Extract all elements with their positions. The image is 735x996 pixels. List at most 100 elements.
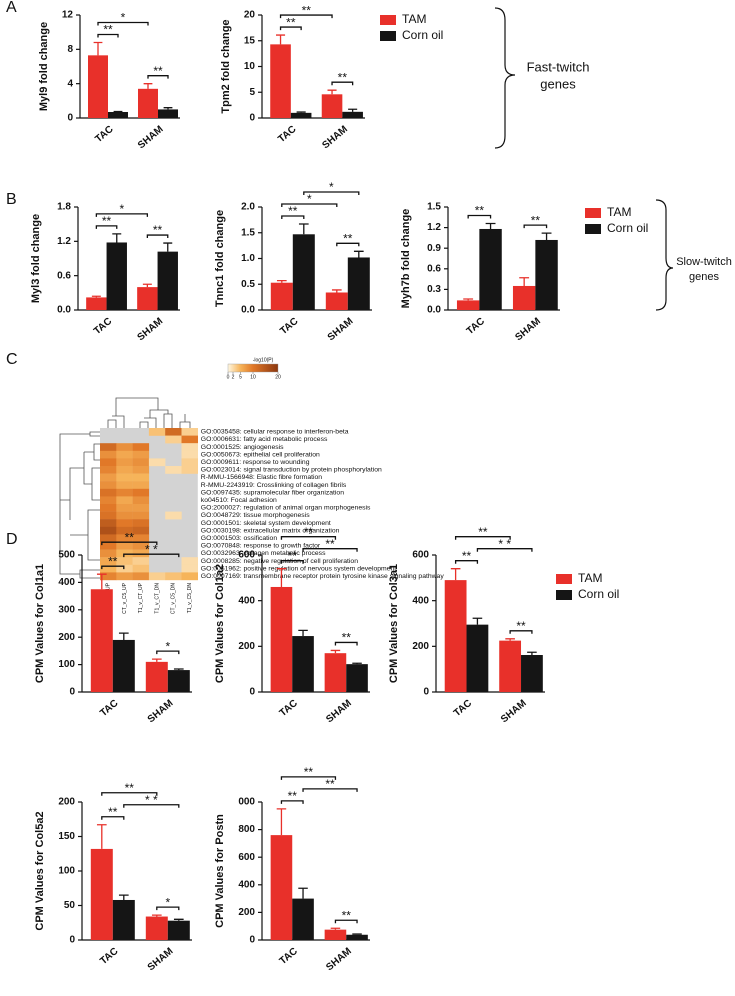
colorbar-title: -log10(P)	[253, 357, 274, 363]
error-bar	[298, 223, 309, 235]
y-tick-label: 400	[238, 595, 255, 606]
bar	[444, 580, 467, 692]
row-label: ko04510: Focal adhesion	[201, 497, 277, 504]
y-tick-label: 0	[249, 113, 255, 124]
heatmap-cell	[116, 504, 133, 512]
heatmap-cell	[132, 450, 150, 459]
panel-label: B	[6, 191, 17, 208]
column-label: CT_v_C5_UP	[122, 582, 128, 614]
y-tick-label: 800	[238, 824, 255, 835]
legend-swatch	[380, 31, 396, 41]
x-tick-label: TAC	[98, 698, 120, 719]
y-tick-label: 1.5	[427, 202, 441, 213]
error-bar	[348, 108, 358, 112]
significance-bracket	[156, 906, 180, 911]
significance-label: *	[329, 180, 334, 194]
row-label: GO:0001525: angiogenesis	[201, 444, 284, 451]
error-bar	[151, 658, 162, 662]
y-tick-label: 0	[249, 935, 255, 946]
error-bar	[142, 283, 152, 288]
significance-bracket	[334, 919, 358, 924]
heatmap-cell	[100, 504, 117, 512]
x-tick-label: SHAM	[326, 316, 356, 343]
legend-swatch	[585, 208, 601, 218]
y-tick-label: 600	[412, 550, 429, 561]
error-bar	[296, 111, 306, 113]
row-label: GO:0008285: negative regulation of cell …	[201, 558, 358, 565]
bar	[167, 670, 190, 692]
significance-bracket	[281, 215, 305, 219]
y-tick-label: 50	[64, 900, 76, 911]
significance-label: **	[342, 908, 352, 922]
significance-bracket	[123, 553, 180, 558]
significance-label: **	[516, 619, 526, 633]
panel-label: A	[6, 0, 17, 16]
heatmap-cell	[181, 564, 198, 573]
heatmap-cell	[116, 511, 133, 520]
bar	[292, 234, 315, 310]
legend-label: Corn oil	[578, 587, 619, 601]
significance-bracket	[509, 630, 533, 634]
column-label: CT_v_C5_DN	[171, 583, 177, 615]
significance-label: *	[121, 11, 126, 25]
x-tick-label: TAC	[98, 946, 120, 967]
y-tick-label: 150	[58, 831, 75, 842]
significance-bracket	[281, 203, 338, 207]
error-bar	[143, 83, 153, 89]
heatmap-cell	[181, 450, 198, 459]
colorbar-tick-label: 5	[239, 374, 242, 380]
significance-label: **	[288, 549, 298, 563]
y-tick-label: 20	[244, 10, 256, 21]
legend-label: TAM	[607, 205, 631, 219]
heatmap-cell	[132, 564, 150, 573]
legend-label: TAM	[402, 12, 426, 26]
heatmap-cell	[132, 526, 150, 535]
heatmap-cell	[165, 511, 182, 520]
x-tick-label: TAC	[92, 316, 114, 337]
y-axis-label: CPM Values for Col1a1	[34, 564, 46, 683]
x-tick-label: SHAM	[513, 316, 543, 343]
y-tick-label: 1.5	[241, 227, 255, 238]
heatmap-cell	[132, 549, 150, 558]
significance-label: **	[531, 213, 541, 227]
row-label: GO:0035458: cellular response to interfe…	[201, 429, 349, 436]
error-bar	[96, 573, 107, 590]
heatmap-cell	[132, 572, 150, 581]
bar	[167, 920, 190, 940]
heatmap-cell	[100, 572, 117, 581]
bar	[112, 899, 135, 940]
significance-bracket	[97, 33, 119, 38]
error-bar	[118, 632, 129, 640]
brace	[494, 7, 516, 149]
error-bar	[112, 233, 122, 243]
x-tick-label: SHAM	[146, 698, 176, 725]
error-bar	[519, 277, 530, 286]
significance-label: **	[478, 525, 488, 539]
significance-bracket	[454, 536, 511, 540]
brace-label: Slow-twitch	[676, 256, 732, 268]
y-axis-label: CPM Values for Col1a2	[214, 564, 226, 683]
y-tick-label: 400	[58, 577, 75, 588]
error-bar	[541, 232, 552, 240]
bar	[324, 653, 347, 692]
bar	[466, 624, 489, 692]
significance-bracket	[101, 792, 158, 796]
x-tick-label: SHAM	[320, 124, 350, 151]
heatmap-cell	[132, 443, 150, 451]
significance-label: **	[125, 781, 135, 795]
y-tick-label: 8	[67, 44, 73, 55]
y-tick-label: 0	[423, 687, 429, 698]
heatmap-cell	[132, 504, 150, 512]
significance-bracket	[101, 541, 158, 546]
significance-bracket	[280, 776, 337, 780]
y-tick-label: 0.6	[427, 263, 441, 274]
significance-label: **	[153, 223, 163, 237]
bar	[535, 239, 558, 310]
significance-bracket	[476, 548, 533, 552]
significance-label: **	[304, 525, 314, 539]
y-tick-label: 200	[58, 797, 75, 808]
heatmap-cell	[116, 542, 133, 550]
colorbar-tick-label: 0	[227, 374, 230, 380]
heatmap-cell	[116, 534, 133, 543]
